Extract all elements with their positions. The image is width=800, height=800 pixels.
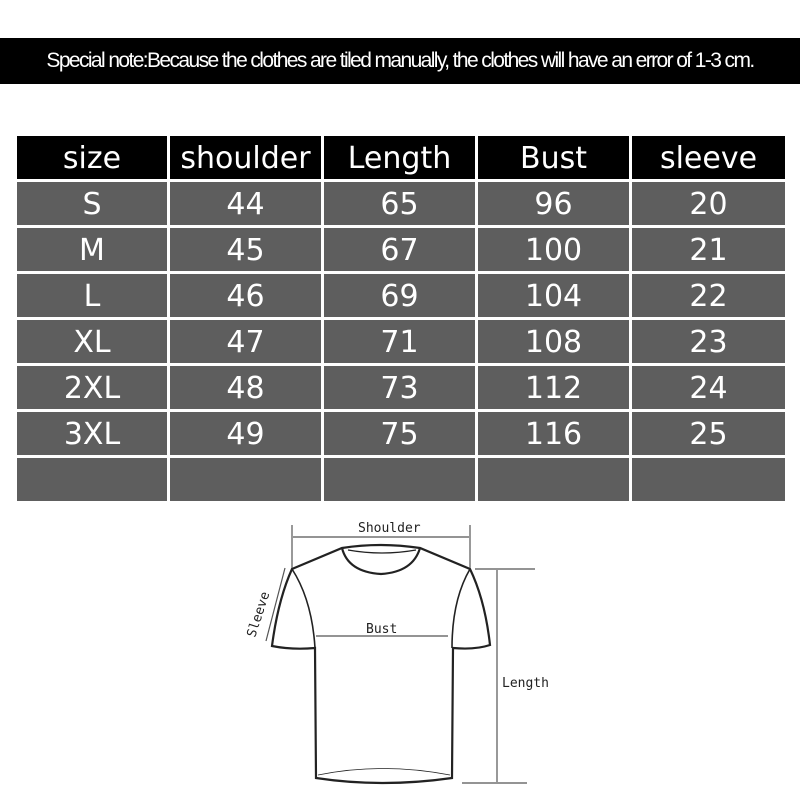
header-shoulder: shoulder bbox=[170, 136, 321, 179]
cell-bust bbox=[478, 458, 629, 501]
cell-bust: 108 bbox=[478, 320, 629, 363]
tshirt-measurement-diagram: Shoulder Bust Length Sleeve bbox=[245, 521, 549, 785]
size-table: size shoulder Length Bust sleeve S 44 65 96… bbox=[17, 136, 785, 501]
cell-size: XL bbox=[17, 320, 167, 363]
cell-shoulder: 44 bbox=[170, 182, 321, 225]
bust-label: Bust bbox=[366, 622, 397, 637]
cell-shoulder: 47 bbox=[170, 320, 321, 363]
cell-shoulder: 46 bbox=[170, 274, 321, 317]
cell-size: 3XL bbox=[17, 412, 167, 455]
sleeve-label: Sleeve bbox=[245, 590, 274, 639]
cell-length: 69 bbox=[324, 274, 475, 317]
cell-length: 73 bbox=[324, 366, 475, 409]
header-bust: Bust bbox=[478, 136, 629, 179]
header-size: size bbox=[17, 136, 167, 179]
cell-size: L bbox=[17, 274, 167, 317]
cell-shoulder bbox=[170, 458, 321, 501]
cell-sleeve: 20 bbox=[632, 182, 785, 225]
cell-shoulder: 48 bbox=[170, 366, 321, 409]
header-length: Length bbox=[324, 136, 475, 179]
cell-length: 75 bbox=[324, 412, 475, 455]
special-note-banner: Special note:Because the clothes are til… bbox=[0, 38, 800, 84]
cell-length: 67 bbox=[324, 228, 475, 271]
cell-sleeve: 24 bbox=[632, 366, 785, 409]
cell-bust: 100 bbox=[478, 228, 629, 271]
cell-bust: 104 bbox=[478, 274, 629, 317]
cell-shoulder: 45 bbox=[170, 228, 321, 271]
cell-length: 65 bbox=[324, 182, 475, 225]
cell-bust: 116 bbox=[478, 412, 629, 455]
cell-bust: 112 bbox=[478, 366, 629, 409]
cell-length: 71 bbox=[324, 320, 475, 363]
tshirt-outline bbox=[270, 543, 492, 785]
cell-size: S bbox=[17, 182, 167, 225]
cell-sleeve: 21 bbox=[632, 228, 785, 271]
shoulder-label: Shoulder bbox=[358, 521, 421, 536]
cell-sleeve: 25 bbox=[632, 412, 785, 455]
length-label: Length bbox=[502, 676, 549, 691]
cell-shoulder: 49 bbox=[170, 412, 321, 455]
header-sleeve: sleeve bbox=[632, 136, 785, 179]
cell-size bbox=[17, 458, 167, 501]
measurement-lines bbox=[265, 525, 535, 784]
cell-size: M bbox=[17, 228, 167, 271]
cell-length bbox=[324, 458, 475, 501]
cell-sleeve bbox=[632, 458, 785, 501]
cell-size: 2XL bbox=[17, 366, 167, 409]
cell-sleeve: 22 bbox=[632, 274, 785, 317]
cell-sleeve: 23 bbox=[632, 320, 785, 363]
cell-bust: 96 bbox=[478, 182, 629, 225]
